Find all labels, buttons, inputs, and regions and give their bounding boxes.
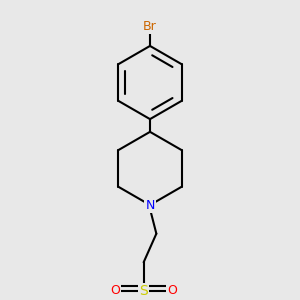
Text: O: O <box>167 284 177 297</box>
Text: S: S <box>139 284 148 298</box>
Text: Br: Br <box>143 20 157 33</box>
Text: N: N <box>145 199 155 212</box>
Text: O: O <box>110 284 120 297</box>
